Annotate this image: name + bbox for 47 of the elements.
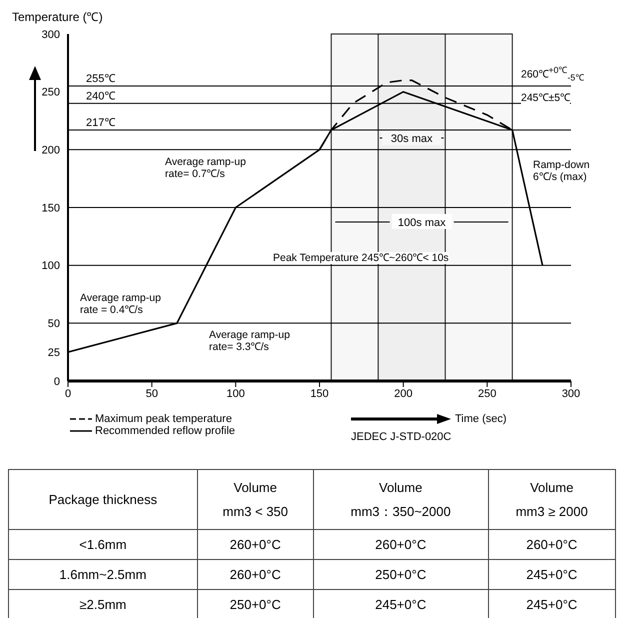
y-tick-label: 0 bbox=[54, 376, 60, 388]
annotation: Ramp-down 6℃/s (max) bbox=[533, 159, 590, 183]
text: ≥2.5mm bbox=[8, 590, 198, 618]
y-tick-label: 300 bbox=[42, 28, 60, 41]
x-tick-label: 200 bbox=[394, 388, 413, 400]
x-tick-label: 300 bbox=[562, 388, 580, 400]
annotation: Average ramp-up rate= 0.7℃/s bbox=[165, 156, 246, 180]
text: 1.6mm~2.5mm bbox=[8, 560, 198, 590]
y-tick-label: 50 bbox=[48, 318, 60, 330]
text: <1.6mm bbox=[8, 530, 198, 560]
legend-label: Maximum peak temperature bbox=[95, 413, 232, 425]
ref-line-label: 240℃ bbox=[86, 90, 116, 102]
x-tick-label: 250 bbox=[478, 388, 496, 400]
band-label: 30s max bbox=[390, 133, 433, 145]
text: JEDEC J-STD-020C bbox=[351, 431, 452, 443]
y-tick-label: 250 bbox=[42, 86, 60, 99]
text: Volume mm3 < 350 bbox=[197, 470, 314, 530]
y-tick-label: 150 bbox=[42, 202, 60, 214]
text: 245+0°C bbox=[488, 560, 616, 590]
y-axis-title: Temperature (℃) bbox=[11, 9, 104, 26]
text: Volume mm3：350~2000 bbox=[313, 470, 488, 530]
annotation: Average ramp-up rate = 0.4℃/s bbox=[80, 292, 161, 316]
y-tick-label: 200 bbox=[42, 144, 60, 157]
x-tick-label: 50 bbox=[146, 388, 158, 400]
x-axis-title: Time (sec) bbox=[455, 413, 507, 425]
annotation: Peak Temperature 245℃~260℃< 10s bbox=[273, 252, 449, 264]
text: 260+0°C bbox=[313, 530, 488, 560]
text: 250+0°C bbox=[197, 590, 314, 618]
text: 260+0°C bbox=[488, 530, 616, 560]
ref-line-label: 217℃ bbox=[86, 117, 116, 130]
x-tick-label: 150 bbox=[310, 388, 329, 400]
y-tick-label: 25 bbox=[48, 346, 60, 359]
text: 245+0°C bbox=[488, 590, 616, 618]
text: Volume mm3 ≥ 2000 bbox=[488, 470, 616, 530]
text: 250+0°C bbox=[313, 560, 488, 590]
x-tick-label: 100 bbox=[226, 388, 245, 400]
band-label: 100s max bbox=[398, 217, 446, 229]
ref-line-label: 255℃ bbox=[86, 73, 116, 86]
text: Package thickness bbox=[8, 470, 198, 530]
text: 245+0°C bbox=[313, 590, 488, 618]
x-tick-label: 0 bbox=[64, 388, 72, 400]
annotation: 245℃±5℃ bbox=[521, 92, 570, 104]
annotation: Average ramp-up rate= 3.3℃/s bbox=[209, 329, 290, 353]
legend-label: Recommended reflow profile bbox=[95, 425, 236, 437]
y-tick-label: 100 bbox=[42, 260, 60, 272]
text: 260+0°C bbox=[197, 530, 314, 560]
text: 260+0°C bbox=[197, 560, 314, 590]
